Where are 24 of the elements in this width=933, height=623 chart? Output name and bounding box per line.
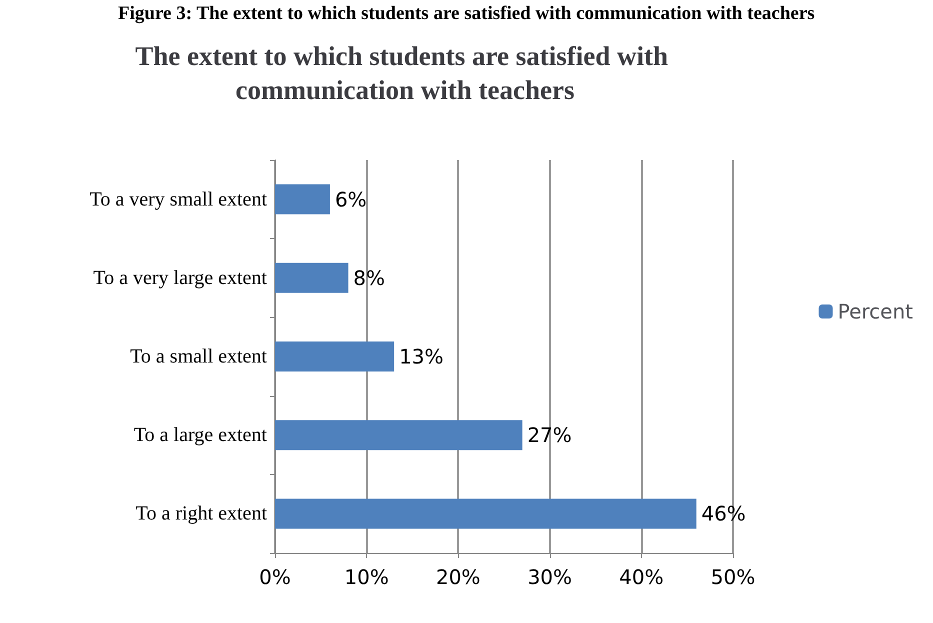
y-tick-label: To a small extent xyxy=(130,346,268,368)
data-label: 6% xyxy=(334,187,367,212)
x-tick-label: 20% xyxy=(436,565,480,589)
y-tick-label: To a large extent xyxy=(134,424,268,446)
data-label: 46% xyxy=(701,502,746,526)
x-tick-label: 30% xyxy=(528,565,572,589)
bar xyxy=(275,498,696,529)
data-label: 27% xyxy=(527,423,572,448)
legend-label: Percent xyxy=(838,300,914,324)
x-tick-label: 40% xyxy=(619,565,664,589)
y-tick-label: To a very small extent xyxy=(90,188,268,210)
data-label: 13% xyxy=(399,344,444,368)
x-tick-label: 50% xyxy=(710,565,756,589)
bar xyxy=(275,262,348,293)
x-tick-label: 10% xyxy=(344,565,389,589)
caption: Figure 3: The extent to which students are satisfied with communication with teachers xyxy=(118,3,815,24)
y-tick-label: To a right extent xyxy=(136,502,268,525)
chart-title: The extent to which students are satisfied with communication with teachers xyxy=(135,41,675,105)
x-tick-label: 0% xyxy=(259,565,291,589)
bar xyxy=(275,342,394,372)
bar xyxy=(275,184,330,214)
bar xyxy=(275,420,522,450)
y-tick-label: To a very large extent xyxy=(93,266,268,289)
data-label: 8% xyxy=(353,266,386,290)
